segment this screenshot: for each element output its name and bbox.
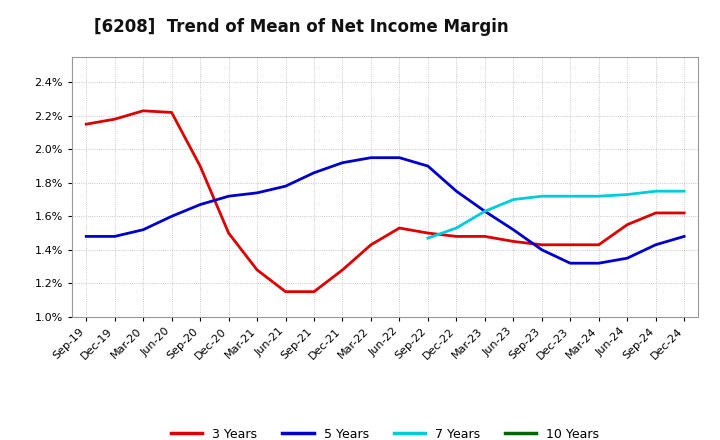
Legend: 3 Years, 5 Years, 7 Years, 10 Years: 3 Years, 5 Years, 7 Years, 10 Years: [166, 422, 604, 440]
Text: [6208]  Trend of Mean of Net Income Margin: [6208] Trend of Mean of Net Income Margi…: [94, 18, 508, 36]
